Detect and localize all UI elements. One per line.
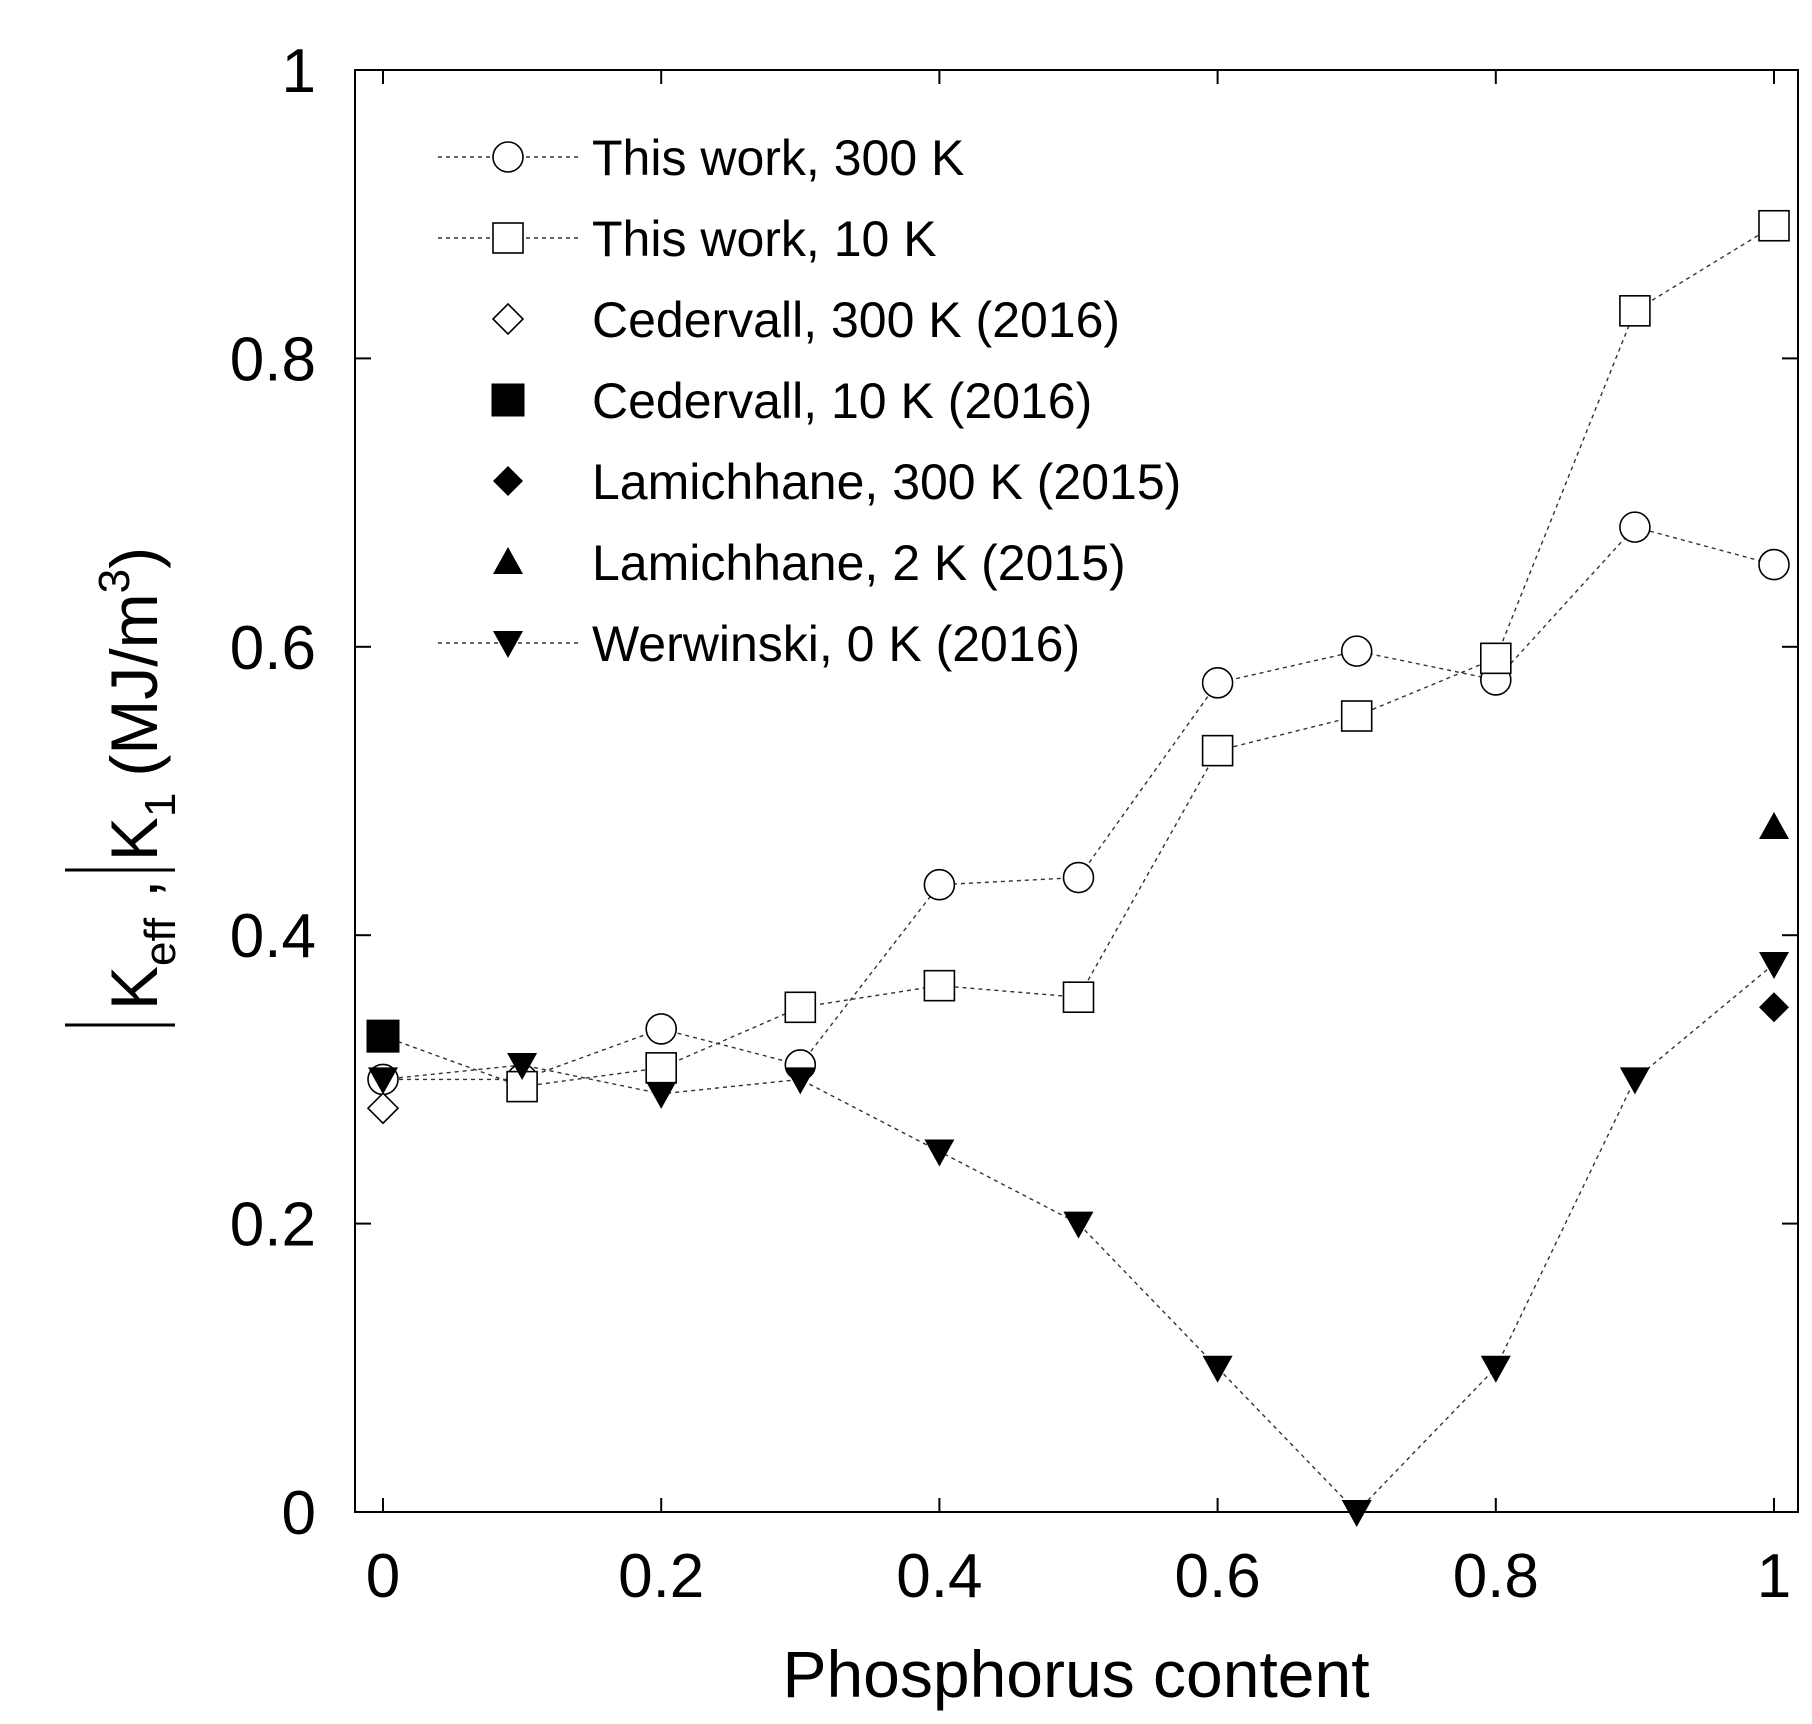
- x-tick-label: 0: [366, 1542, 400, 1611]
- data-point: [1062, 861, 1095, 894]
- data-point: [1202, 1355, 1233, 1383]
- legend-marker: [493, 631, 523, 658]
- y-label-sub-eff: eff: [136, 917, 185, 966]
- y-label-close: ): [97, 547, 171, 569]
- data-point: [1201, 667, 1234, 699]
- legend-marker: [491, 302, 525, 336]
- series-line: [522, 225, 1775, 1088]
- legend-label: Lamichhane, 300 K (2015): [592, 454, 1181, 510]
- data-point: [368, 1067, 398, 1095]
- legend-marker: [492, 222, 524, 254]
- data-point: [784, 991, 817, 1024]
- legend-label: This work, 300 K: [592, 130, 964, 186]
- legend-label: This work, 10 K: [592, 211, 937, 267]
- data-point: [1619, 511, 1651, 543]
- x-tick-label: 0.2: [618, 1542, 704, 1611]
- x-tick-label: 0.6: [1174, 1542, 1260, 1611]
- data-point: [1619, 295, 1651, 327]
- y-label-k: K: [97, 966, 171, 1010]
- y-tick-label: 0.2: [230, 1191, 316, 1260]
- data-point: [645, 1013, 678, 1045]
- x-tick-labels: 0 0.2 0.4 0.6 0.8 1: [366, 1542, 1791, 1611]
- data-point: [1758, 548, 1790, 581]
- data-point: [924, 1139, 955, 1167]
- data-point: [1340, 700, 1373, 732]
- legend-label: Lamichhane, 2 K (2015): [592, 535, 1126, 591]
- data-point: [1759, 992, 1789, 1023]
- x-tick-label: 0.8: [1453, 1542, 1539, 1611]
- y-tick-label: 0.8: [230, 325, 316, 394]
- series-markers: [366, 209, 1790, 1527]
- connector-line: [382, 1035, 523, 1088]
- data-point: [1759, 812, 1789, 840]
- y-tick-label: 0.4: [230, 902, 316, 971]
- series-lines: [382, 225, 1775, 1514]
- data-point: [1480, 1355, 1511, 1383]
- legend-label: Cedervall, 10 K (2016): [592, 373, 1092, 429]
- data-point: [1062, 981, 1095, 1014]
- y-tick-labels: 0 0.2 0.4 0.6 0.8 1: [230, 37, 316, 1548]
- y-axis-title: Keff , K1 (MJ/m3): [65, 547, 185, 1027]
- y-tick-label: 0: [282, 1479, 316, 1548]
- legend-label: Cedervall, 300 K (2016): [592, 292, 1120, 348]
- data-point: [1063, 1211, 1094, 1239]
- data-point: [645, 1052, 678, 1084]
- y-label-units: (MJ/m: [97, 593, 171, 776]
- plot-frame: [354, 69, 1799, 1513]
- series-line: [382, 963, 1775, 1514]
- legend: This work, 300 K This work, 10 K Cedervall…: [438, 130, 1181, 672]
- legend-marker: [493, 547, 523, 574]
- y-label-sub-1: 1: [136, 793, 185, 817]
- x-tick-label: 1: [1757, 1542, 1791, 1611]
- legend-marker: [493, 466, 523, 496]
- data-point: [1758, 209, 1790, 242]
- data-point: [366, 1019, 400, 1053]
- y-label-sup-3: 3: [90, 569, 139, 593]
- x-axis-title: Phosphorus content: [782, 1637, 1369, 1711]
- data-point: [366, 1092, 400, 1125]
- data-point: [923, 868, 956, 901]
- data-point: [507, 1052, 538, 1080]
- data-point: [923, 969, 956, 1002]
- data-point: [785, 1067, 816, 1095]
- data-point: [1759, 952, 1789, 980]
- legend-marker: [491, 383, 525, 417]
- y-tick-label: 1: [282, 37, 316, 106]
- legend-label: Werwinski, 0 K (2016): [592, 616, 1080, 672]
- data-point: [1619, 1067, 1650, 1095]
- data-point: [1480, 642, 1512, 675]
- x-tick-label: 0.4: [896, 1542, 982, 1611]
- legend-marker: [492, 141, 524, 173]
- data-point: [1341, 1500, 1372, 1527]
- data-point: [1201, 734, 1234, 767]
- y-axis-title-text: Keff , K1 (MJ/m3): [90, 547, 185, 1010]
- y-label-sep: , K: [97, 817, 171, 898]
- data-point: [646, 1081, 677, 1109]
- axis-ticks: [355, 69, 1798, 1513]
- data-point: [1340, 635, 1373, 667]
- y-tick-label: 0.6: [230, 614, 316, 683]
